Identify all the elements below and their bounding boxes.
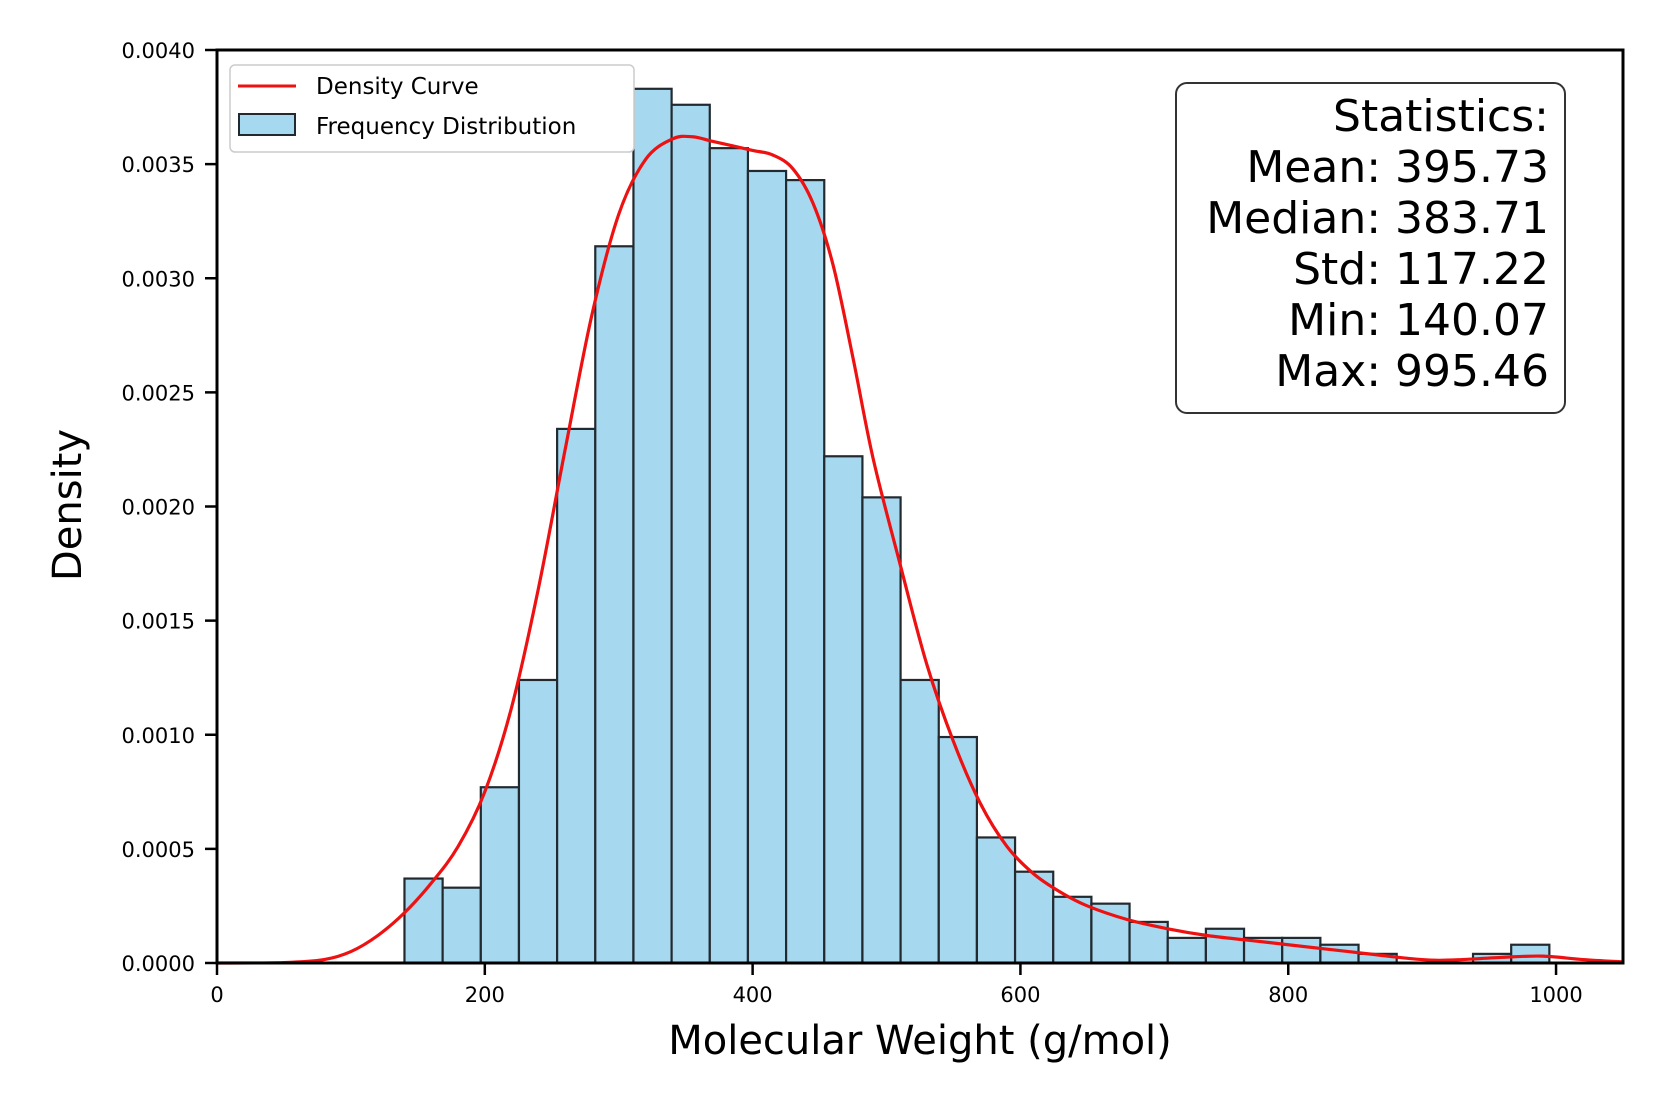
y-tick-label: 0.0030	[122, 267, 195, 291]
x-tick-label: 800	[1268, 983, 1308, 1007]
histogram-bar	[1090, 902, 1131, 965]
legend-frame	[229, 64, 635, 153]
stats-median: Median: 383.71	[1206, 193, 1549, 244]
stats-min: Min: 140.07	[1288, 295, 1549, 346]
histogram-bar	[556, 427, 597, 965]
histogram-bar	[708, 147, 750, 965]
histogram-bar	[594, 245, 635, 965]
histogram-bar	[823, 455, 864, 965]
statistics-box: Statistics: Mean: 395.73 Median: 383.71 …	[1175, 82, 1566, 414]
y-tick-label: 0.0000	[122, 952, 195, 976]
histogram-bar	[441, 886, 482, 965]
x-tick-label: 0	[210, 983, 223, 1007]
legend-density-curve-label: Density Curve	[316, 74, 479, 100]
histogram-bar	[1166, 936, 1207, 965]
x-tick-label: 200	[465, 983, 505, 1007]
legend-frequency-label: Frequency Distribution	[316, 114, 576, 140]
y-tick-label: 0.0025	[122, 381, 195, 405]
histogram-bar	[899, 678, 940, 965]
histogram-bar	[632, 87, 673, 965]
stats-mean: Mean: 395.73	[1246, 142, 1549, 193]
y-tick-label: 0.0020	[122, 496, 195, 520]
histogram-bar	[517, 678, 559, 965]
x-axis-title: Molecular Weight (g/mol)	[668, 1018, 1172, 1064]
histogram-bar	[670, 103, 711, 965]
statistics-box-frame	[1175, 82, 1566, 414]
histogram-bar	[937, 735, 979, 965]
y-axis-title: Density	[45, 429, 91, 581]
histogram-bar	[1052, 895, 1093, 965]
density-curve-layer	[216, 134, 1624, 965]
density-curve-line	[216, 134, 1624, 965]
stats-std: Std: 117.22	[1293, 244, 1549, 295]
histogram-bar	[861, 496, 902, 965]
y-tick-label: 0.0005	[122, 838, 195, 862]
histogram-bar	[1204, 927, 1246, 965]
histogram-bar	[784, 179, 826, 965]
y-tick-label: 0.0040	[122, 39, 195, 63]
histogram-bar	[1510, 943, 1551, 965]
legend-frequency-swatch	[238, 113, 296, 136]
stats-heading: Statistics:	[1333, 91, 1549, 142]
histogram-bar	[479, 786, 521, 965]
y-tick-label: 0.0015	[122, 610, 195, 634]
histogram-bars	[403, 87, 1551, 965]
histogram-bar	[1013, 870, 1055, 965]
histogram-bar	[975, 836, 1017, 965]
axes: 0 200 400 600 800 1000 0.0000 0.0005 0.0010 0.001…	[122, 39, 1625, 1007]
stats-max: Max: 995.46	[1275, 346, 1549, 397]
y-tick-label: 0.0035	[122, 153, 195, 177]
legend: Density Curve Frequency Distribution	[229, 64, 635, 153]
x-tick-label: 400	[733, 983, 773, 1007]
x-tick-label: 600	[1000, 983, 1040, 1007]
x-tick-label: 1000	[1529, 983, 1582, 1007]
y-tick-label: 0.0010	[122, 724, 195, 748]
histogram-bar	[1281, 936, 1322, 965]
histogram-bar	[746, 169, 788, 965]
